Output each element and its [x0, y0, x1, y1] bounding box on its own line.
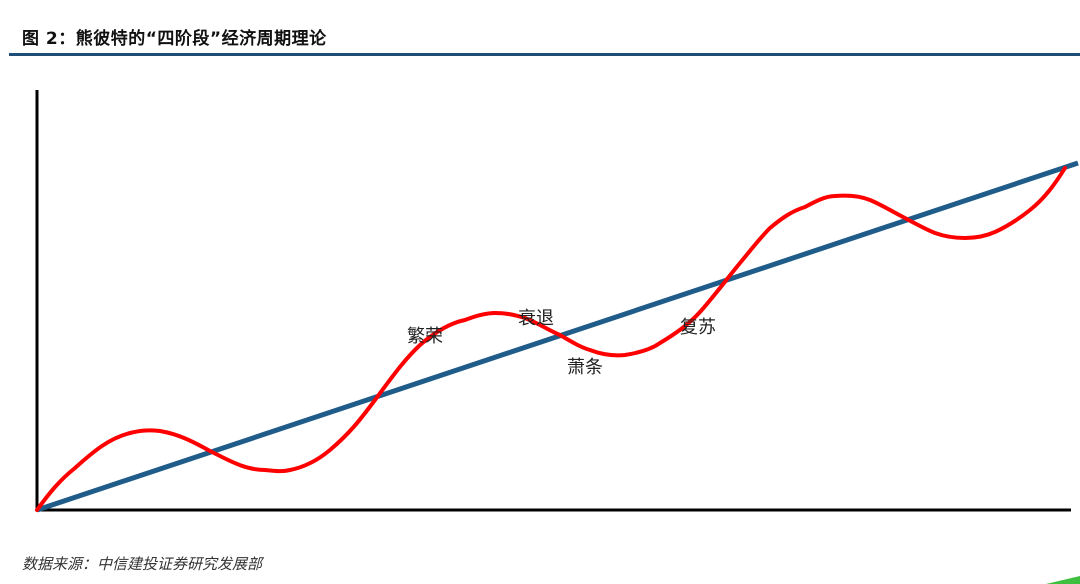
header-rule — [9, 53, 1080, 56]
trend-line — [36, 160, 1079, 513]
label-recovery: 复苏 — [680, 317, 716, 338]
data-source: 数据来源：中信建投证券研究发展部 — [22, 555, 263, 573]
label-prosperity: 繁荣 — [407, 326, 443, 347]
label-recession: 衰退 — [518, 308, 554, 329]
figure-title: 图 2：熊彼特的“四阶段”经济周期理论 — [22, 29, 327, 49]
cycle-curve — [35, 166, 1067, 512]
corner-decoration — [1046, 576, 1080, 584]
label-depression: 萧条 — [567, 357, 603, 378]
